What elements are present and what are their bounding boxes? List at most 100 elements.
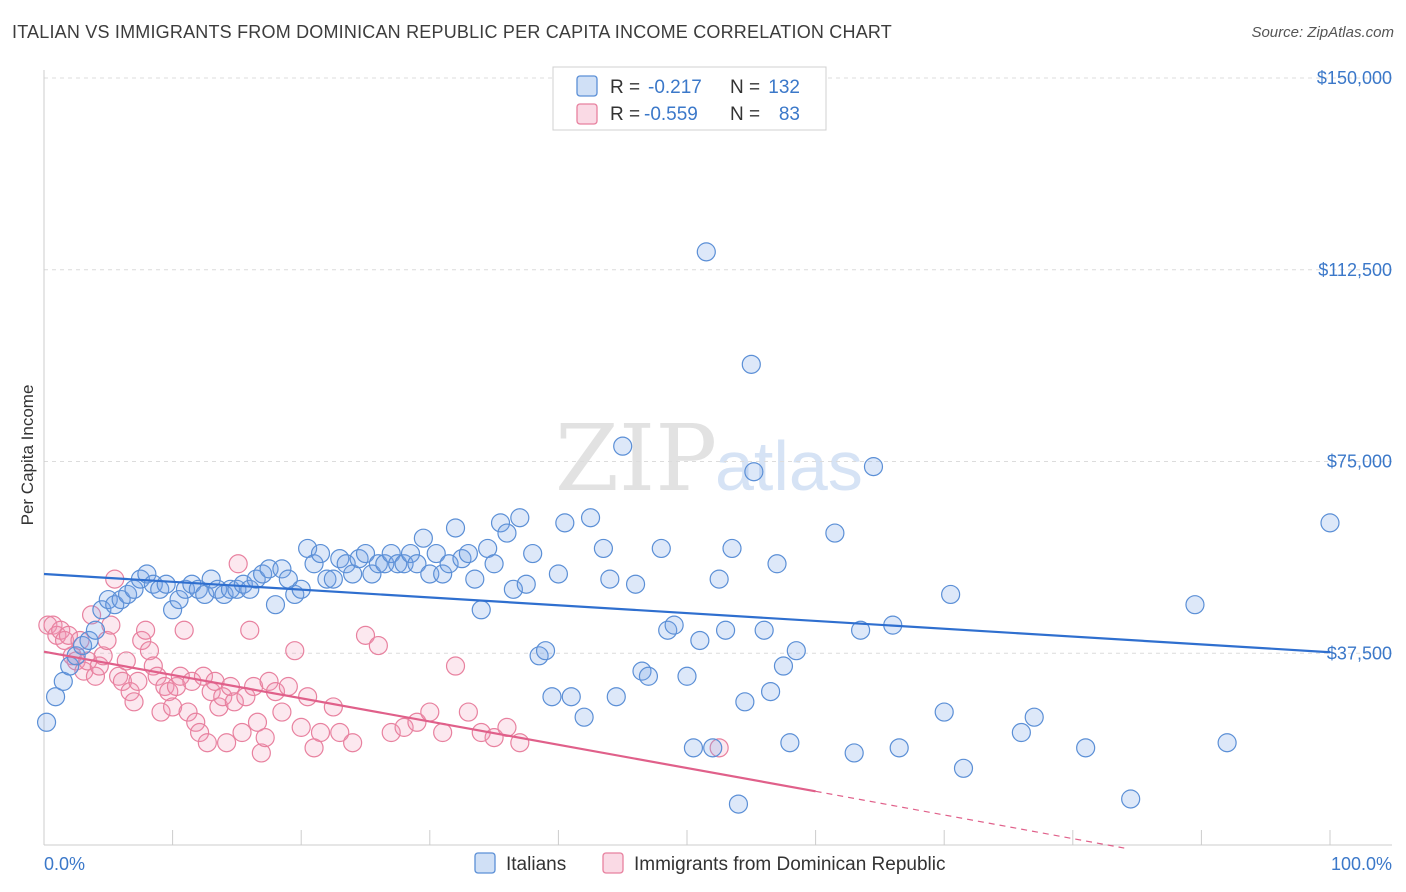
- y-tick-label: $112,500: [1318, 260, 1392, 280]
- data-point-italians: [433, 564, 453, 584]
- data-point-italians: [253, 564, 273, 584]
- data-point-italians: [593, 538, 614, 559]
- data-point-italians: [754, 620, 774, 640]
- data-point-italians: [1320, 513, 1340, 533]
- y-tick-labels: $37,500 $75,000 $112,500 $150,000: [1317, 68, 1392, 663]
- legend-swatch-italians: [576, 75, 598, 97]
- x-tick-label-max: 100.0%: [1331, 854, 1392, 874]
- data-point-dominican: [197, 733, 217, 753]
- data-point-dominican: [151, 702, 171, 722]
- data-point-italians: [703, 738, 723, 758]
- data-point-italians: [1185, 595, 1205, 615]
- data-point-dominican: [139, 641, 160, 661]
- data-point-dominican: [217, 733, 237, 753]
- data-point-dominican: [445, 656, 466, 676]
- data-point-italians: [36, 712, 57, 732]
- data-point-italians: [735, 692, 755, 712]
- data-point-italians: [613, 436, 633, 456]
- data-point-dominican: [178, 702, 198, 722]
- trend-line-dominican-extrapolated: [815, 790, 1125, 849]
- data-point-dominican: [368, 635, 388, 656]
- data-point-italians: [844, 743, 864, 763]
- data-point-italians: [1076, 738, 1096, 758]
- data-point-dominican: [285, 641, 305, 661]
- data-point-dominican: [291, 717, 311, 737]
- data-point-dominican: [458, 702, 478, 722]
- legend-box: [552, 66, 827, 131]
- data-point-italians: [336, 554, 356, 574]
- data-point-italians: [79, 630, 99, 651]
- data-point-italians: [632, 661, 652, 681]
- data-point-italians: [625, 574, 646, 594]
- data-point-dominican: [124, 692, 144, 712]
- data-point-italians: [606, 687, 626, 707]
- data-point-italians: [368, 554, 388, 574]
- data-point-italians: [516, 574, 536, 594]
- data-point-italians: [535, 641, 556, 661]
- data-point-italians: [117, 584, 138, 605]
- data-point-dominican: [135, 620, 156, 640]
- data-point-italians: [658, 620, 678, 640]
- data-point-dominican: [174, 620, 194, 640]
- data-point-italians: [683, 738, 704, 758]
- data-point-italians: [304, 554, 324, 574]
- data-point-italians: [490, 513, 511, 533]
- data-point-italians: [780, 733, 800, 753]
- data-point-italians: [1024, 707, 1044, 727]
- data-point-dominican: [81, 605, 102, 625]
- legend-r-value-1: -0.217: [648, 77, 702, 98]
- series-italians-points: [36, 242, 1340, 814]
- correlation-legend: R = -0.217 N = 132 R = -0.559 N = 83: [552, 66, 827, 131]
- data-point-italians: [439, 554, 459, 574]
- trend-line-italians: [43, 572, 1331, 654]
- data-point-dominican: [433, 722, 453, 743]
- data-point-italians: [638, 666, 659, 686]
- data-point-dominican: [93, 646, 113, 666]
- data-point-italians: [92, 600, 112, 620]
- bottom-legend-swatch-dominican: [602, 852, 624, 874]
- data-point-dominican: [166, 676, 187, 697]
- y-tick-label: $150,000: [1317, 68, 1392, 88]
- data-point-italians: [503, 579, 523, 599]
- legend-r-label-1: R =: [610, 77, 640, 98]
- data-point-dominican: [128, 671, 148, 691]
- data-point-dominican: [278, 676, 298, 697]
- data-point-italians: [825, 523, 845, 543]
- data-point-dominican: [120, 681, 140, 702]
- data-point-italians: [696, 242, 716, 262]
- data-point-dominican: [74, 661, 94, 681]
- data-point-italians: [664, 615, 684, 635]
- data-point-italians: [169, 589, 189, 610]
- data-point-italians: [1217, 733, 1237, 753]
- data-point-italians: [863, 457, 884, 477]
- data-point-dominican: [381, 722, 401, 743]
- bottom-legend-swatch-italians: [474, 852, 496, 874]
- data-point-dominican: [330, 722, 350, 743]
- data-point-italians: [407, 554, 427, 574]
- data-point-italians: [574, 707, 594, 727]
- data-point-dominican: [213, 687, 233, 707]
- legend-n-value-1: 132: [768, 77, 800, 98]
- data-point-italians: [1011, 722, 1031, 743]
- data-point-italians: [413, 528, 433, 548]
- legend-r-value-2: -0.559: [644, 104, 698, 125]
- data-point-italians: [1121, 789, 1141, 809]
- bottom-legend-label-italians: Italians: [506, 854, 566, 875]
- data-point-dominican: [394, 717, 414, 737]
- data-point-italians: [548, 564, 569, 584]
- data-point-italians: [561, 687, 581, 707]
- data-point-italians: [452, 549, 472, 569]
- data-point-italians: [233, 574, 253, 594]
- data-point-italians: [728, 794, 749, 814]
- data-point-dominican: [255, 728, 275, 748]
- data-point-italians: [330, 549, 350, 569]
- data-point-dominican: [186, 712, 206, 732]
- data-point-italians: [137, 564, 157, 584]
- data-point-italians: [426, 543, 446, 564]
- y-tick-label: $75,000: [1327, 452, 1392, 472]
- data-point-italians: [458, 543, 478, 564]
- data-point-italians: [105, 595, 125, 615]
- data-point-dominican: [420, 702, 440, 722]
- data-point-italians: [349, 549, 369, 569]
- data-point-italians: [542, 687, 562, 707]
